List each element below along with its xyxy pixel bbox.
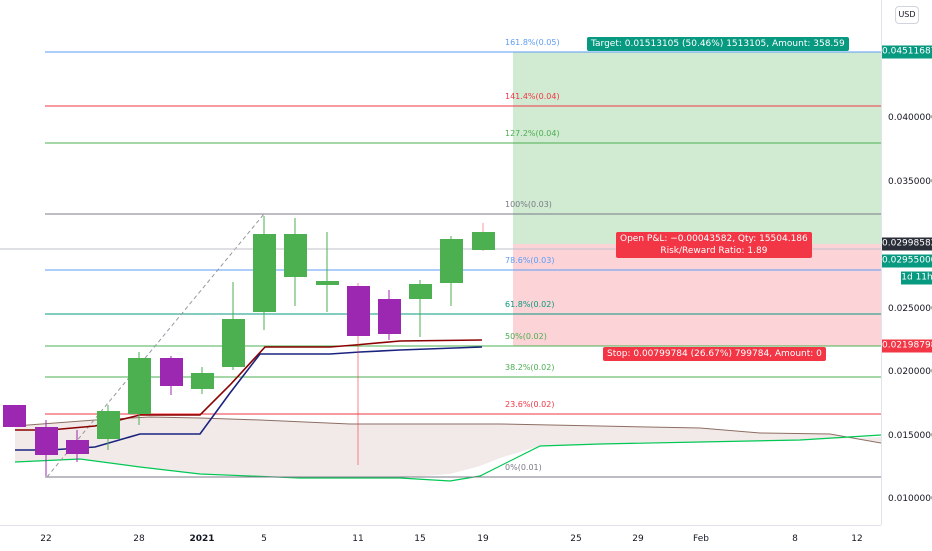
last-price-label: 0.02998582 bbox=[882, 237, 932, 251]
fib-label-100: 100%(0.03) bbox=[505, 200, 552, 209]
open-pnl-label[interactable]: Open P&L: −0.00043582, Qty: 15504.186 Ri… bbox=[616, 232, 812, 258]
stop-label[interactable]: Stop: 0.00799784 (26.67%) 799784, Amount… bbox=[603, 347, 826, 361]
fib-label-23: 23.6%(0.02) bbox=[505, 400, 555, 409]
price-tick: 0.03500000 bbox=[888, 177, 932, 187]
fib-trend-line[interactable] bbox=[46, 213, 265, 478]
fib-label-127: 127.2%(0.04) bbox=[505, 129, 560, 138]
profit-zone[interactable] bbox=[513, 52, 881, 244]
time-tick: 12 bbox=[851, 534, 863, 544]
open-pnl-text: Open P&L: −0.00043582, Qty: 15504.186 bbox=[620, 234, 808, 244]
cloud-top-line bbox=[14, 416, 881, 444]
currency-button[interactable]: USD bbox=[895, 6, 919, 24]
price-tick: 0.02000000 bbox=[888, 367, 932, 377]
ema-dark-red bbox=[15, 339, 483, 431]
candle[interactable] bbox=[440, 236, 463, 306]
risk-reward-text: Risk/Reward Ratio: 1.89 bbox=[660, 246, 768, 256]
target-price-label: 0.04511687 bbox=[882, 45, 932, 59]
price-tick: 0.04000000 bbox=[888, 113, 932, 123]
price-axis[interactable]: 0.04000000 0.03500000 0.02500000 0.02000… bbox=[881, 0, 932, 525]
entry-price-label: 0.02955000 bbox=[882, 254, 932, 268]
candle[interactable] bbox=[160, 356, 183, 395]
fib-label-141: 141.4%(0.04) bbox=[505, 92, 560, 101]
fib-label-0: 0%(0.01) bbox=[505, 463, 542, 472]
time-tick: 11 bbox=[352, 534, 364, 544]
candle[interactable] bbox=[97, 405, 120, 450]
price-tick: 0.01500000 bbox=[888, 431, 932, 441]
loss-zone[interactable] bbox=[513, 244, 881, 346]
stop-price-label: 0.02198798 bbox=[882, 339, 932, 353]
candle[interactable] bbox=[409, 280, 432, 337]
time-axis[interactable]: 22 28 2021 5 11 15 19 25 29 Feb 8 12 bbox=[0, 525, 881, 551]
time-tick: 25 bbox=[570, 534, 582, 544]
time-tick: 5 bbox=[261, 534, 267, 544]
green-line bbox=[14, 434, 881, 482]
candle[interactable] bbox=[378, 290, 401, 340]
price-tick: 0.01000000 bbox=[888, 494, 932, 504]
time-tick: 19 bbox=[477, 534, 489, 544]
time-tick: Feb bbox=[693, 534, 709, 544]
candle[interactable] bbox=[35, 420, 58, 476]
candle[interactable] bbox=[347, 283, 370, 465]
price-tick: 0.02500000 bbox=[888, 304, 932, 314]
countdown-label: 1d 11h bbox=[901, 271, 932, 285]
fib-label-161: 161.8%(0.05) bbox=[505, 38, 560, 47]
cloud-band bbox=[15, 417, 881, 478]
candle[interactable] bbox=[191, 367, 214, 394]
time-tick: 2021 bbox=[189, 534, 215, 544]
candle[interactable] bbox=[284, 218, 307, 306]
time-tick: 29 bbox=[632, 534, 644, 544]
time-tick: 22 bbox=[40, 534, 52, 544]
chart-pane[interactable]: 161.8%(0.05) 141.4%(0.04) 127.2%(0.04) 1… bbox=[0, 0, 881, 525]
fib-label-38: 38.2%(0.02) bbox=[505, 363, 555, 372]
fib-label-61: 61.8%(0.02) bbox=[505, 300, 555, 309]
candles[interactable] bbox=[3, 216, 495, 476]
chart-canvas[interactable] bbox=[0, 0, 881, 525]
time-tick: 15 bbox=[414, 534, 426, 544]
candle[interactable] bbox=[66, 430, 89, 462]
candle[interactable] bbox=[128, 352, 151, 425]
candle[interactable] bbox=[316, 232, 339, 312]
candle[interactable] bbox=[222, 282, 245, 370]
candle[interactable] bbox=[3, 405, 26, 427]
candle[interactable] bbox=[472, 223, 495, 251]
target-label[interactable]: Target: 0.01513105 (50.46%) 1513105, Amo… bbox=[587, 37, 849, 51]
fib-label-50: 50%(0.02) bbox=[505, 332, 547, 341]
time-tick: 28 bbox=[133, 534, 145, 544]
time-tick: 8 bbox=[792, 534, 798, 544]
candle[interactable] bbox=[253, 216, 276, 330]
fib-label-78: 78.6%(0.03) bbox=[505, 256, 555, 265]
